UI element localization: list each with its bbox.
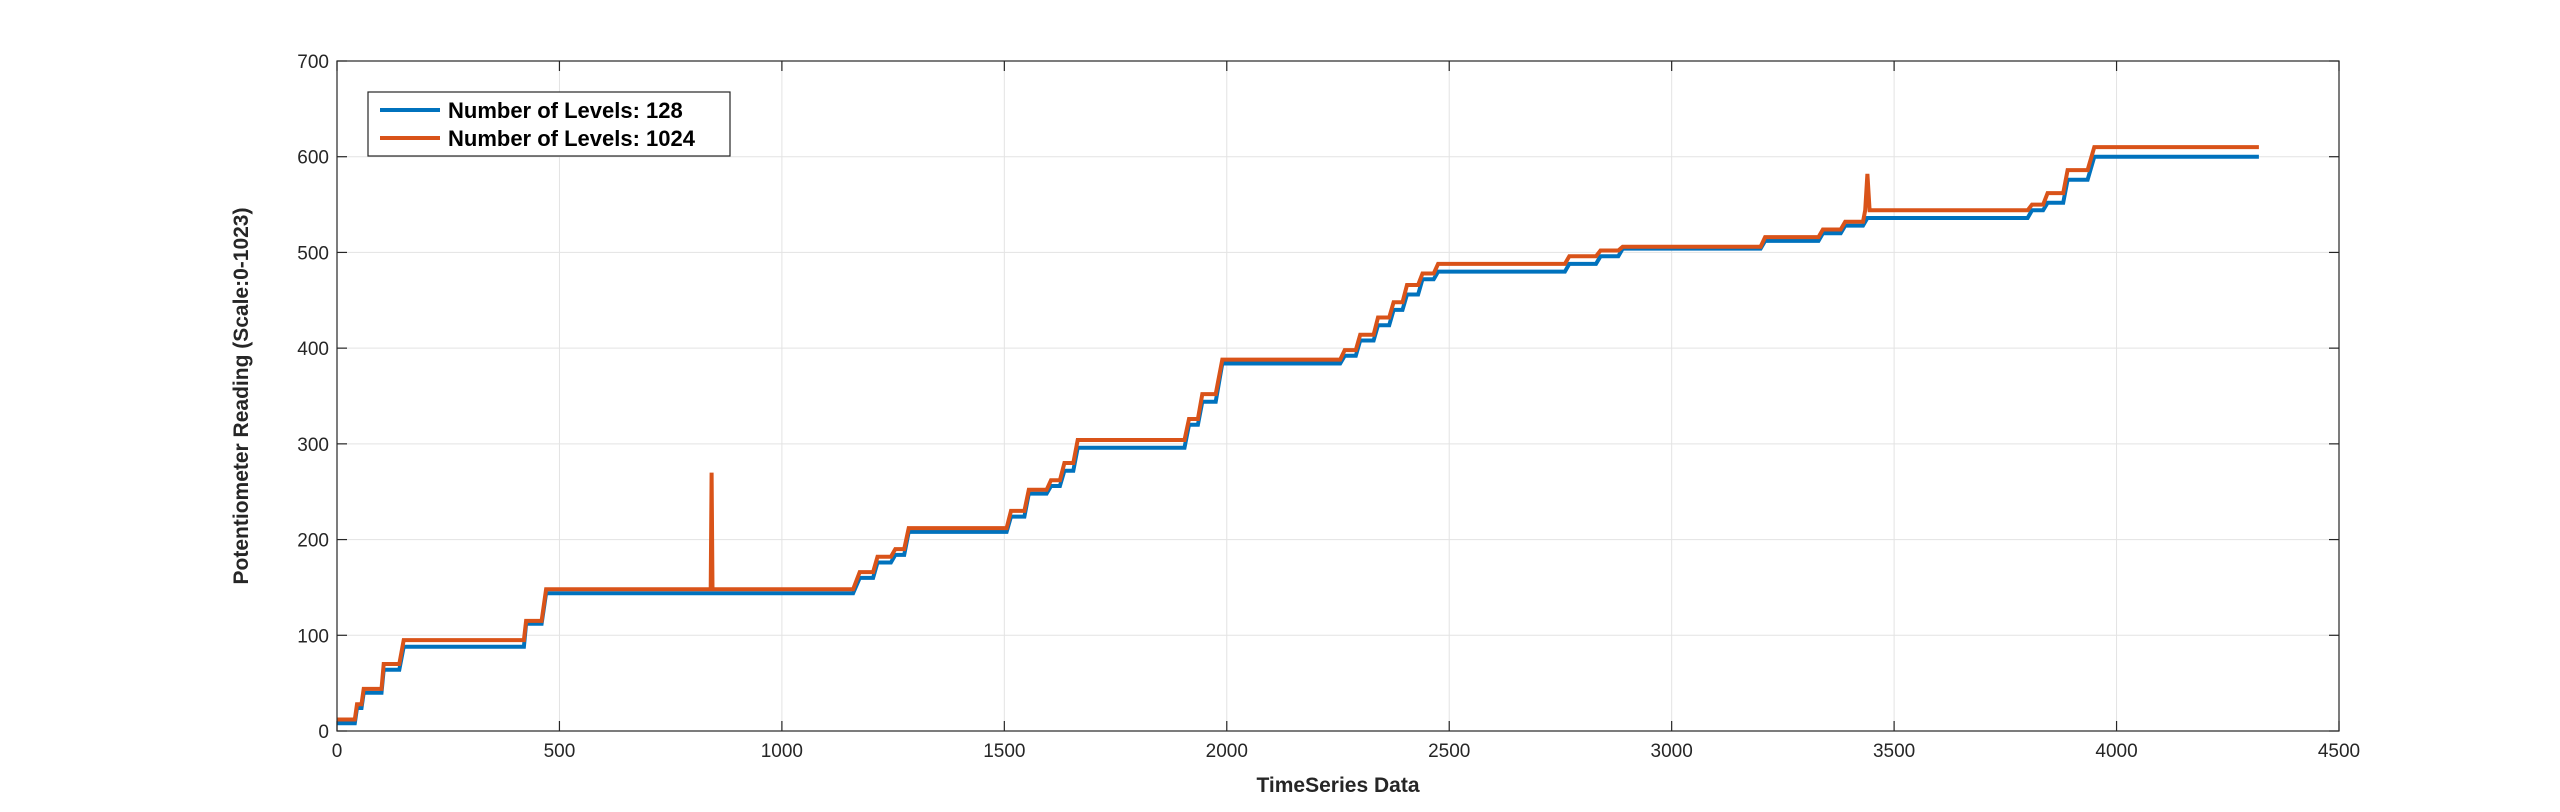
x-tick-label: 4500 — [2318, 741, 2360, 762]
y-axis-label: Potentiometer Reading (Scale:0-1023) — [230, 208, 253, 585]
ticks: 0 500 1000 1500 2000 2500 3000 3500 4000 4500 0 100… — [297, 52, 2360, 762]
x-axis-label: TimeSeries Data — [1256, 774, 1419, 797]
y-tick-label: 200 — [297, 531, 329, 552]
grid — [337, 61, 2339, 731]
legend-label-2: Number of Levels: 1024 — [448, 126, 696, 151]
x-tick-label: 2000 — [1206, 741, 1248, 762]
legend-label-1: Number of Levels: 128 — [448, 98, 683, 123]
series-line-2 — [337, 145, 2259, 722]
series-group — [337, 145, 2259, 726]
series-line-1 — [337, 154, 2259, 726]
x-tick-label: 3500 — [1873, 741, 1915, 762]
x-tick-label: 0 — [332, 741, 343, 762]
y-tick-label: 300 — [297, 435, 329, 456]
plot-frame — [336, 60, 2340, 732]
legend-box — [367, 91, 731, 157]
y-tick-label: 500 — [297, 243, 329, 264]
x-tick-label: 3000 — [1651, 741, 1693, 762]
y-tick-label: 700 — [297, 52, 329, 73]
legend: Number of Levels: 128 Number of Levels: 1… — [367, 91, 731, 157]
y-tick-label: 0 — [318, 722, 329, 743]
y-tick-label: 400 — [297, 339, 329, 360]
plot-background — [337, 61, 2339, 731]
y-tick-label: 100 — [297, 626, 329, 647]
x-tick-label: 2500 — [1428, 741, 1470, 762]
x-tick-label: 1000 — [761, 741, 803, 762]
x-tick-label: 4000 — [2095, 741, 2137, 762]
x-tick-label: 500 — [544, 741, 576, 762]
x-tick-label: 1500 — [983, 741, 1025, 762]
y-tick-label: 600 — [297, 148, 329, 169]
